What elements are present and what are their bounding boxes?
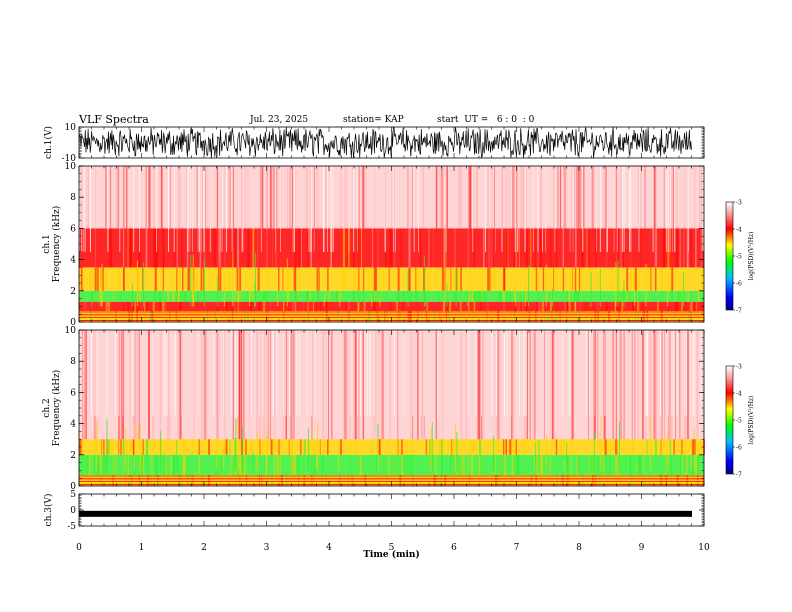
ch2-spectrogram-colorbar-tick: -3 [736, 364, 742, 371]
station-label: station= KAP [343, 115, 404, 125]
x-tick-label: 4 [326, 543, 332, 553]
ch2-spectrogram-band-1 [79, 454, 704, 476]
ch1-spectrogram-band-2 [79, 290, 704, 302]
ch3-waveform-ytick-label: -5 [67, 522, 76, 532]
ch3-waveform-ytick-label: 0 [70, 506, 76, 516]
ch3-waveform-trace [79, 510, 692, 517]
ch2-spectrogram-ytick-label: 8 [70, 357, 76, 367]
ch2-spectrogram-colorbar-tick: -7 [736, 472, 742, 479]
ch1-waveform-ytick-label: 10 [65, 123, 77, 133]
ch2-spectrogram-ytick-label: 2 [70, 451, 76, 461]
ch2-spectrogram-colorbar-label: log(PSD)(V²/Hz) [748, 396, 755, 445]
ch1-waveform-ytick-label: -10 [62, 154, 77, 164]
plot-panels [78, 126, 705, 517]
ch1-spectrogram-colorbar-tick: -4 [736, 227, 742, 234]
ch2-spectrogram-band-3 [79, 330, 704, 440]
ch2-spectrogram-image [79, 330, 705, 486]
ch1-spectrogram-colorbar [725, 201, 734, 311]
x-axis-label: Time (min) [363, 549, 420, 560]
ch1-spectrogram-ytick-label: 10 [65, 162, 77, 172]
x-tick-label: 7 [514, 543, 520, 553]
ch1-spectrogram-ytick-label: 6 [70, 224, 76, 234]
ch2-spectrogram-colorbar-tick: -5 [736, 418, 742, 425]
x-tick-label: 5 [389, 543, 395, 553]
ch1-spectrogram-colorbar-label: log(PSD)(V²/Hz) [748, 232, 755, 281]
ch1-waveform-trace [78, 126, 692, 159]
date-label: Jul. 23, 2025 [250, 115, 309, 125]
x-tick-label: 6 [451, 543, 457, 553]
ch2-spectrogram-ytick-label: 10 [65, 326, 77, 336]
ch2-spectrogram-colorbar [725, 365, 734, 475]
x-tick-label: 0 [76, 543, 82, 553]
x-tick-label: 1 [139, 543, 145, 553]
ch3-waveform-ylabel: ch.3(V) [43, 494, 54, 527]
ch1-spectrogram-ytick-label: 8 [70, 193, 76, 203]
ch1-spectrogram-colorbar-tick: -7 [736, 308, 742, 315]
ch2-spectrogram-ytick-label: 0 [70, 482, 76, 492]
ch1-spectrogram-band-1 [79, 301, 704, 312]
x-tick-label: 9 [639, 543, 645, 553]
figure-title: VLF Spectra [79, 113, 149, 126]
start-time-label: start UT = 6 : 0 : 0 [437, 115, 535, 125]
ch2-spectrogram-colorbar-tick: -6 [736, 445, 742, 452]
ch1-spectrogram-ytick-label: 2 [70, 287, 76, 297]
ch2-spectrogram-ylabel: Frequency (kHz) [51, 370, 62, 447]
ch2-spectrogram-ytick-label: 6 [70, 388, 76, 398]
x-tick-label: 8 [576, 543, 582, 553]
ch1-spectrogram-colorbar-tick: -6 [736, 281, 742, 288]
axes-layer [78, 126, 735, 527]
ch1-spectrogram-colorbar-tick: -5 [736, 254, 742, 261]
ch2-spectrogram-colorbar-tick: -4 [736, 391, 742, 398]
ch1-spectrogram-ytick-label: 0 [70, 318, 76, 328]
x-tick-label: 10 [698, 543, 710, 553]
ch1-spectrogram-ytick-label: 4 [70, 256, 76, 266]
ch1-spectrogram-image [79, 166, 705, 322]
x-tick-label: 2 [201, 543, 207, 553]
ch1-spectrogram-ylabel: Frequency (kHz) [51, 206, 62, 283]
ch1-waveform-ylabel: ch.1(V) [43, 126, 54, 159]
ch1-spectrogram-band-3 [79, 267, 704, 291]
x-tick-label: 3 [264, 543, 270, 553]
ch1-spectrogram-ylabel-channel: ch.1 [42, 234, 52, 253]
ch1-spectrogram-colorbar-tick: -3 [736, 200, 742, 207]
ch2-spectrogram-ytick-label: 4 [70, 420, 76, 430]
ch3-waveform-ytick-label: 5 [70, 490, 76, 500]
ch2-spectrogram-ylabel-channel: ch.2 [42, 398, 52, 417]
